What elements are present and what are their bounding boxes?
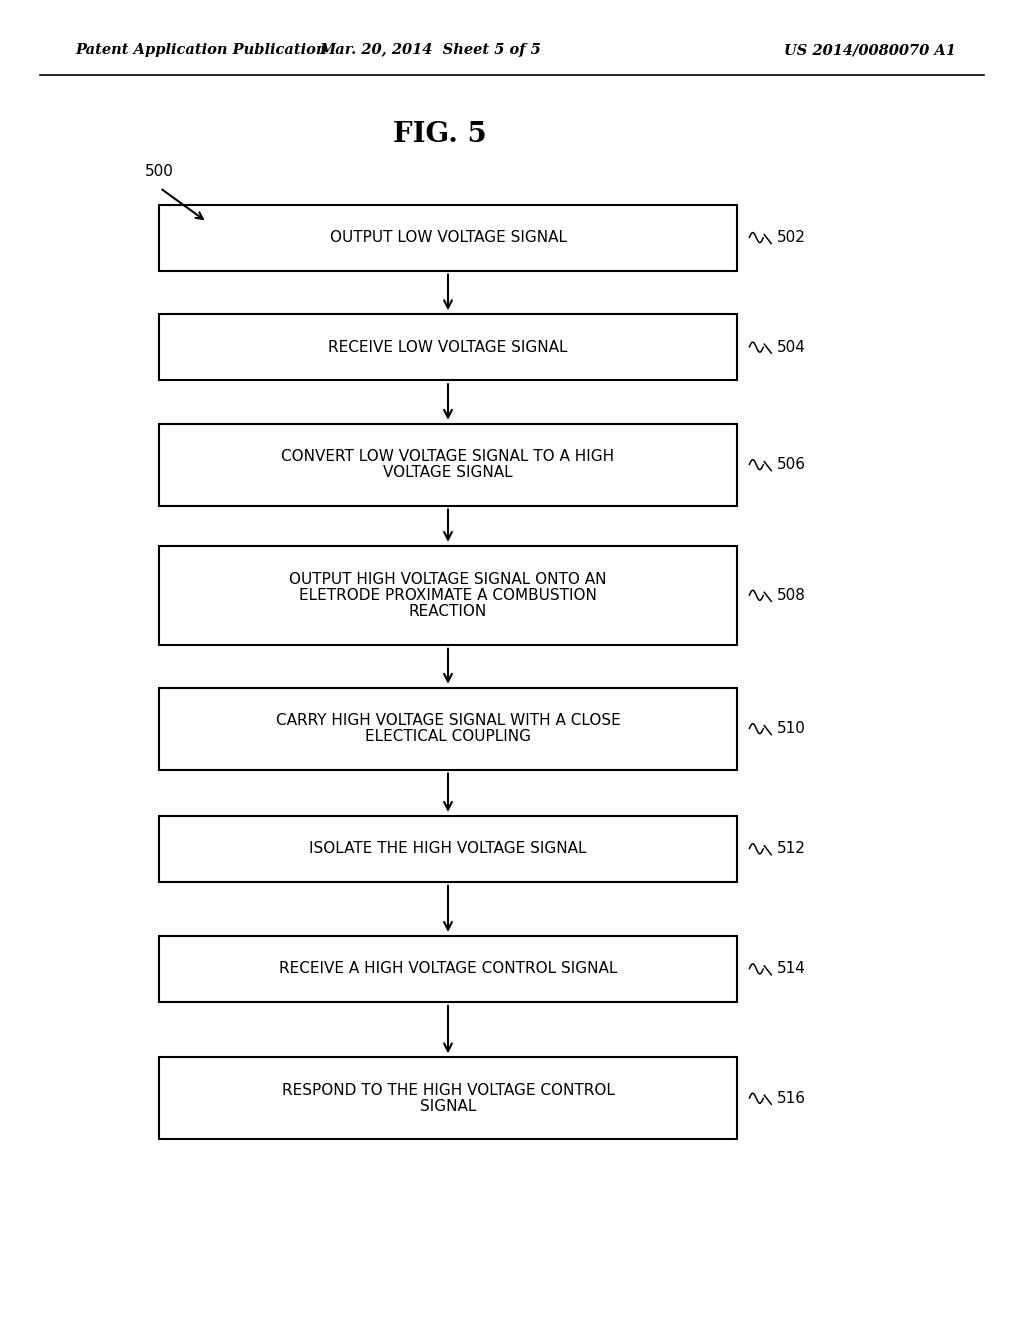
Text: SIGNAL: SIGNAL <box>420 1098 476 1114</box>
Text: 506: 506 <box>777 457 806 473</box>
Bar <box>159 936 737 1002</box>
Text: 516: 516 <box>777 1090 806 1106</box>
Text: 502: 502 <box>777 230 806 246</box>
Text: 510: 510 <box>777 721 806 737</box>
Text: 514: 514 <box>777 961 806 977</box>
Text: FIG. 5: FIG. 5 <box>393 121 486 149</box>
Text: Mar. 20, 2014  Sheet 5 of 5: Mar. 20, 2014 Sheet 5 of 5 <box>319 44 541 57</box>
Text: RESPOND TO THE HIGH VOLTAGE CONTROL: RESPOND TO THE HIGH VOLTAGE CONTROL <box>282 1082 614 1098</box>
Text: REACTION: REACTION <box>409 603 487 619</box>
Text: VOLTAGE SIGNAL: VOLTAGE SIGNAL <box>383 465 513 480</box>
Text: ELECTICAL COUPLING: ELECTICAL COUPLING <box>365 729 531 744</box>
Text: RECEIVE LOW VOLTAGE SIGNAL: RECEIVE LOW VOLTAGE SIGNAL <box>329 339 567 355</box>
Text: OUTPUT LOW VOLTAGE SIGNAL: OUTPUT LOW VOLTAGE SIGNAL <box>330 230 566 246</box>
Bar <box>159 1057 737 1139</box>
Bar <box>159 546 737 644</box>
Bar <box>159 816 737 882</box>
Text: 504: 504 <box>777 339 806 355</box>
Text: RECEIVE A HIGH VOLTAGE CONTROL SIGNAL: RECEIVE A HIGH VOLTAGE CONTROL SIGNAL <box>279 961 617 977</box>
Text: CONVERT LOW VOLTAGE SIGNAL TO A HIGH: CONVERT LOW VOLTAGE SIGNAL TO A HIGH <box>282 449 614 465</box>
Text: ELETRODE PROXIMATE A COMBUSTION: ELETRODE PROXIMATE A COMBUSTION <box>299 587 597 603</box>
Text: 508: 508 <box>777 587 806 603</box>
Text: 512: 512 <box>777 841 806 857</box>
Bar <box>159 424 737 506</box>
Text: OUTPUT HIGH VOLTAGE SIGNAL ONTO AN: OUTPUT HIGH VOLTAGE SIGNAL ONTO AN <box>289 572 607 587</box>
Text: CARRY HIGH VOLTAGE SIGNAL WITH A CLOSE: CARRY HIGH VOLTAGE SIGNAL WITH A CLOSE <box>275 713 621 729</box>
Text: ISOLATE THE HIGH VOLTAGE SIGNAL: ISOLATE THE HIGH VOLTAGE SIGNAL <box>309 841 587 857</box>
Bar <box>159 314 737 380</box>
Text: Patent Application Publication: Patent Application Publication <box>75 44 327 57</box>
Bar <box>159 688 737 770</box>
Text: 500: 500 <box>145 165 174 180</box>
Bar <box>159 205 737 271</box>
Text: US 2014/0080070 A1: US 2014/0080070 A1 <box>784 44 956 57</box>
